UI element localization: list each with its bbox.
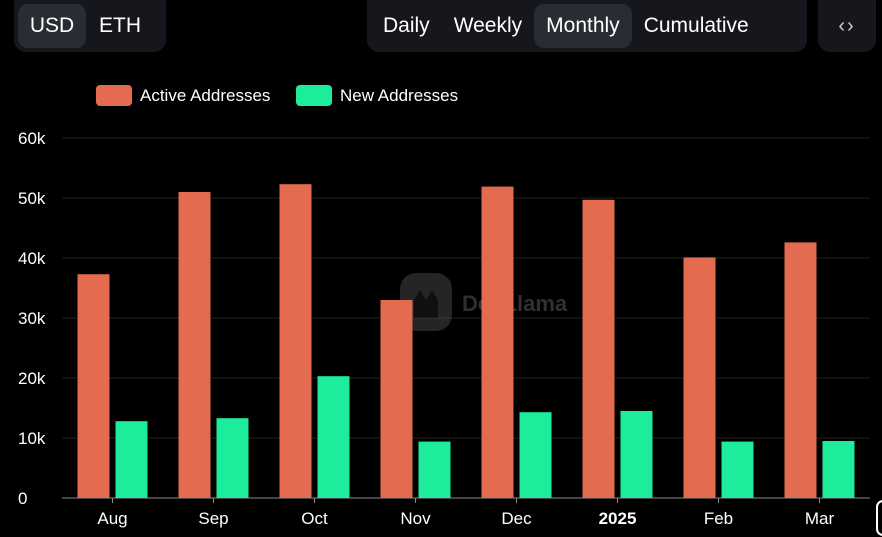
x-tick-label: Dec xyxy=(501,509,532,528)
legend-label: New Addresses xyxy=(340,86,458,105)
bar-active-addresses[interactable] xyxy=(683,257,716,498)
bar-active-addresses[interactable] xyxy=(77,274,110,498)
bars xyxy=(77,184,855,499)
bar-new-addresses[interactable] xyxy=(822,441,855,498)
legend-item[interactable]: New Addresses xyxy=(296,85,458,106)
y-tick-label: 40k xyxy=(18,249,46,268)
legend-swatch xyxy=(96,85,132,106)
legend-swatch xyxy=(296,85,332,106)
bar-active-addresses[interactable] xyxy=(784,242,817,498)
bar-new-addresses[interactable] xyxy=(317,376,350,498)
bar-active-addresses[interactable] xyxy=(380,300,413,498)
x-tick-label: Nov xyxy=(400,509,431,528)
period-weekly-button[interactable]: Weekly xyxy=(453,14,523,37)
x-axis: Aug Sep Oct Nov Dec 2025 Feb Mar xyxy=(97,498,834,528)
x-tick-label: Feb xyxy=(704,509,733,528)
currency-usd-button[interactable]: USD xyxy=(18,4,86,48)
watermark-text: DefiLlama xyxy=(462,291,568,316)
y-tick-label: 30k xyxy=(18,309,46,328)
currency-toggle: USD ETH xyxy=(14,0,166,52)
x-tick-label: Mar xyxy=(805,509,835,528)
watermark: DefiLlama xyxy=(400,273,568,331)
x-tick-label: Aug xyxy=(97,509,127,528)
bar-active-addresses[interactable] xyxy=(481,186,514,498)
scroll-handle[interactable] xyxy=(876,500,882,536)
y-tick-label: 0 xyxy=(18,489,27,508)
period-monthly-button[interactable]: Monthly xyxy=(534,4,632,48)
currency-eth-button[interactable]: ETH xyxy=(99,14,141,37)
x-tick-label: Sep xyxy=(198,509,228,528)
bar-active-addresses[interactable] xyxy=(178,192,211,498)
y-tick-label: 50k xyxy=(18,189,46,208)
legend-item[interactable]: Active Addresses xyxy=(96,85,270,106)
y-tick-label: 20k xyxy=(18,369,46,388)
legend: Active Addresses New Addresses xyxy=(96,85,458,106)
x-tick-label: 2025 xyxy=(599,509,637,528)
period-toggle: Daily Weekly Monthly Cumulative xyxy=(367,0,807,52)
bar-new-addresses[interactable] xyxy=(216,418,249,498)
y-tick-label: 60k xyxy=(18,129,46,148)
bar-new-addresses[interactable] xyxy=(418,441,451,498)
embed-button[interactable]: ‹› xyxy=(818,0,876,52)
period-cumulative-button[interactable]: Cumulative xyxy=(643,14,749,37)
bar-active-addresses[interactable] xyxy=(279,184,312,498)
bar-new-addresses[interactable] xyxy=(721,441,754,498)
code-brackets-icon: ‹› xyxy=(838,14,856,37)
llama-logo-icon xyxy=(400,273,452,331)
legend-label: Active Addresses xyxy=(140,86,270,105)
bar-active-addresses[interactable] xyxy=(582,199,615,499)
period-daily-button[interactable]: Daily xyxy=(383,14,430,37)
bar-new-addresses[interactable] xyxy=(519,412,552,498)
y-tick-label: 10k xyxy=(18,429,46,448)
bar-new-addresses[interactable] xyxy=(620,411,653,498)
bar-new-addresses[interactable] xyxy=(115,421,148,498)
x-tick-label: Oct xyxy=(301,509,328,528)
